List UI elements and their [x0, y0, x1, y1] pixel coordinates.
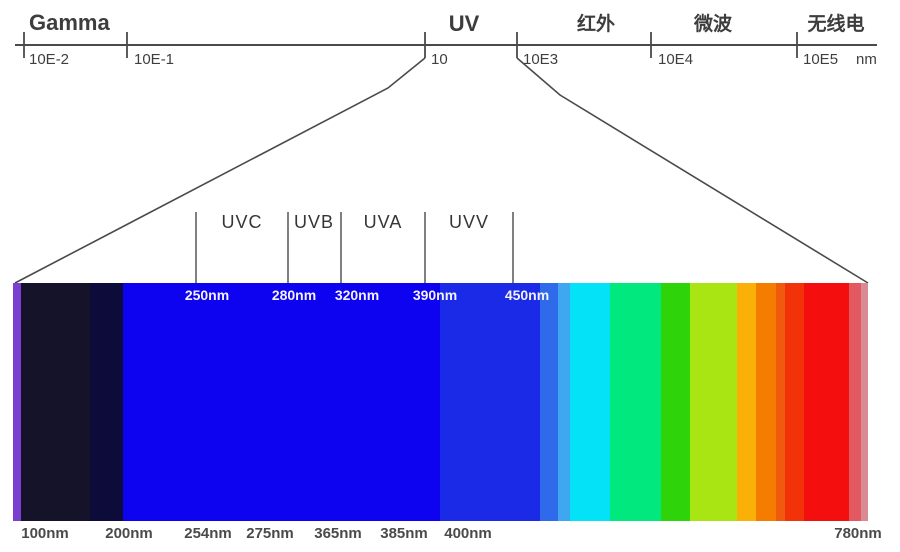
spectrum-segment-red-orange — [785, 283, 804, 521]
scale-label-10e3: 10E3 — [523, 51, 559, 68]
scale-label-10e4: 10E4 — [658, 51, 694, 68]
spectrum-segment-spring-green — [610, 283, 661, 521]
spectrum-segment-blue-bright — [440, 283, 540, 521]
scale-label-10e-2: 10E-2 — [29, 51, 70, 68]
scale-label-10e-1: 10E-1 — [134, 51, 175, 68]
boundary-label-280nm: 280nm — [271, 287, 317, 303]
band-label-gamma: Gamma — [29, 10, 110, 35]
spectrum-segment-light-salmon — [861, 283, 868, 521]
bottom-label-400nm: 400nm — [444, 525, 492, 542]
boundary-label-250nm: 250nm — [184, 287, 230, 303]
spectrum-segment-salmon — [849, 283, 861, 521]
spectrum-segment-violet-edge — [13, 283, 21, 521]
bottom-label-275nm: 275nm — [246, 525, 294, 542]
spectrum-segment-amber — [737, 283, 756, 521]
band-label-microwave: 微波 — [693, 14, 733, 35]
spectrum-segment-yellow-green — [690, 283, 737, 521]
bottom-label-365nm: 365nm — [314, 525, 362, 542]
boundary-label-450nm: 450nm — [504, 287, 550, 303]
spectrum-segment-red — [804, 283, 849, 521]
band-label-uv: UV — [448, 11, 480, 36]
bottom-label-254nm: 254nm — [184, 525, 232, 542]
uvband-label-uva: UVA — [363, 212, 403, 232]
spectrum-segment-green — [661, 283, 690, 521]
bottom-label-780nm: 780nm — [834, 525, 882, 542]
scale-label-10e5: 10E5 — [803, 51, 839, 68]
funnel-line-left — [14, 57, 426, 284]
axis-unit-label: nm — [856, 51, 877, 68]
spectrum-segment-deep-orange — [776, 283, 785, 521]
spectrum-segment-blue — [123, 283, 440, 521]
spectrum-segment-dark-navy — [90, 283, 123, 521]
boundary-label-320nm: 320nm — [334, 287, 380, 303]
funnel-line-right — [516, 57, 869, 284]
spectrum-segment-sky-blue — [558, 283, 570, 521]
bottom-label-385nm: 385nm — [380, 525, 428, 542]
spectrum-segment-cyan — [570, 283, 610, 521]
spectrum-segment-royal-blue — [540, 283, 558, 521]
bottom-label-100nm: 100nm — [21, 525, 69, 542]
spectrum-bar — [13, 283, 868, 521]
scale-label-10: 10 — [431, 51, 448, 68]
band-label-infrared: 红外 — [576, 14, 616, 35]
bottom-label-200nm: 200nm — [105, 525, 153, 542]
band-label-radio: 无线电 — [807, 14, 865, 35]
spectrum-segment-near-black — [21, 283, 90, 521]
uvband-label-uvb: UVB — [293, 212, 335, 232]
boundary-label-390nm: 390nm — [412, 287, 458, 303]
uvband-label-uvv: UVV — [448, 212, 490, 232]
uvband-label-uvc: UVC — [221, 212, 263, 232]
spectrum-segment-orange — [756, 283, 776, 521]
